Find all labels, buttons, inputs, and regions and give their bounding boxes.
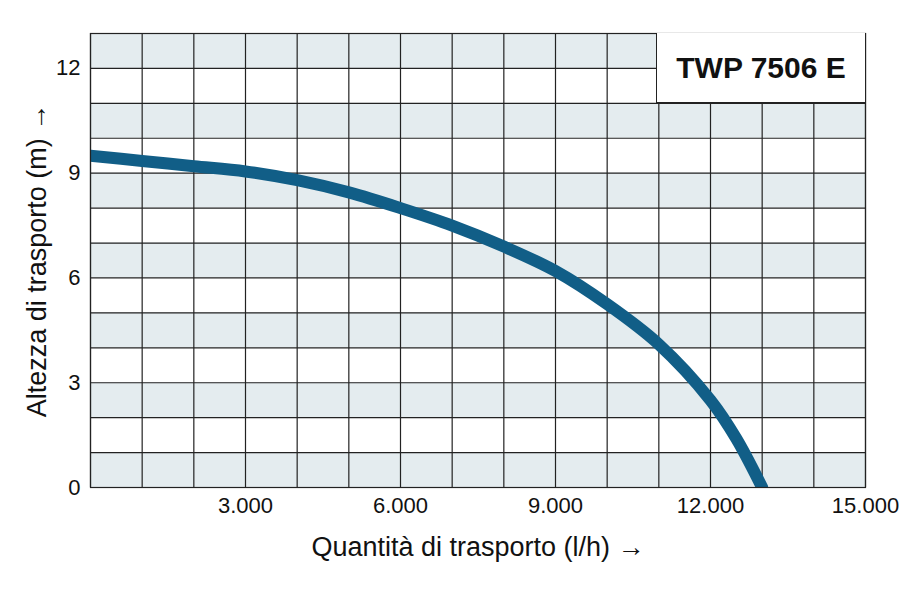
svg-text:12.000: 12.000 xyxy=(677,493,744,518)
svg-text:9: 9 xyxy=(68,160,80,185)
svg-text:6: 6 xyxy=(68,265,80,290)
svg-text:3: 3 xyxy=(68,370,80,395)
html-text:TWP 7506 E: TWP 7506 E xyxy=(676,50,846,84)
svg-text:0: 0 xyxy=(68,475,80,500)
svg-text:3.000: 3.000 xyxy=(218,493,273,518)
svg-text:Altezza di trasporto (m) →: Altezza di trasporto (m) → xyxy=(22,104,52,418)
svg-text:15.000: 15.000 xyxy=(832,493,899,518)
svg-text:9.000: 9.000 xyxy=(528,493,583,518)
svg-text:6.000: 6.000 xyxy=(373,493,428,518)
svg-text:Quantità di trasporto (l/h) →: Quantità di trasporto (l/h) → xyxy=(311,532,644,562)
svg-text:12: 12 xyxy=(56,55,80,80)
